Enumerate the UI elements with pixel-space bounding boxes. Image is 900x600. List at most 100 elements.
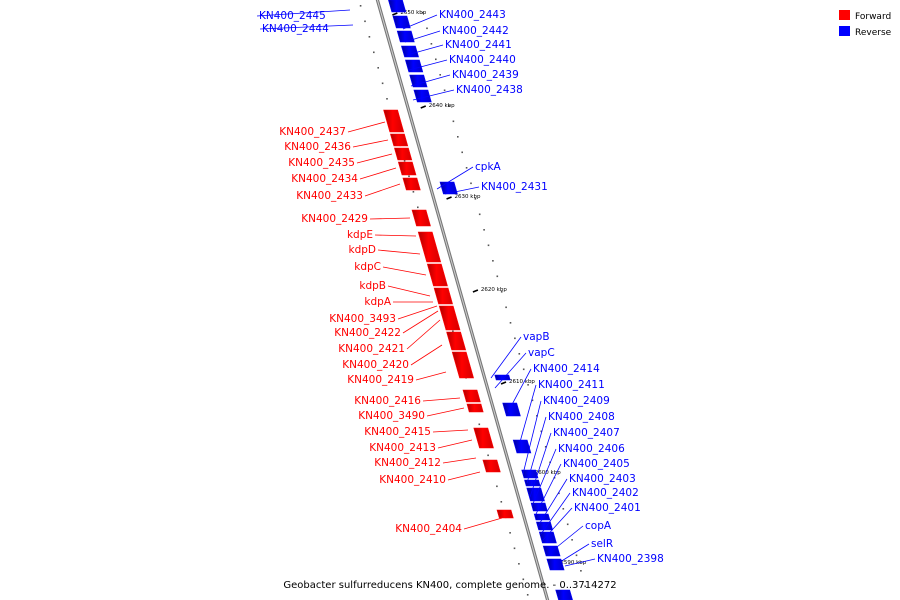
reverse-gene-box[interactable]	[526, 487, 545, 502]
reverse-gene-box[interactable]	[502, 402, 521, 417]
reverse-gene-box[interactable]	[512, 439, 532, 454]
gene-label-kn400-2412[interactable]: KN400_2412	[374, 457, 441, 469]
reverse-gene-box[interactable]	[388, 0, 407, 13]
gene-label-kn400-2409[interactable]: KN400_2409	[543, 395, 610, 407]
gene-label-kn400-2441[interactable]: KN400_2441	[445, 39, 512, 51]
reverse-gene-box[interactable]	[542, 545, 561, 557]
gene-label-kn400-2437[interactable]: KN400_2437	[279, 126, 346, 138]
reverse-gene-box[interactable]	[524, 479, 541, 487]
gene-label-kn400-2444[interactable]: KN400_2444	[262, 23, 329, 35]
gene-label-kn400-3493[interactable]: KN400_3493	[329, 313, 396, 325]
track-dot	[386, 98, 388, 100]
gene-label-kdpa[interactable]: kdpA	[364, 296, 391, 308]
scale-ticks: 2650 kbp 2640 kbp 2630 kbp 2620 kbp 2610 kbp…	[392, 10, 587, 566]
forward-gene-box[interactable]	[397, 161, 417, 176]
gene-label-kn400-2419[interactable]: KN400_2419	[347, 374, 414, 386]
gene-label-kdpc[interactable]: kdpC	[354, 261, 381, 273]
gene-label-kn400-2406[interactable]: KN400_2406	[558, 443, 625, 455]
forward-gene-box[interactable]	[451, 351, 474, 379]
gene-label-kn400-2420[interactable]: KN400_2420	[342, 359, 409, 371]
reverse-gene-box[interactable]	[401, 45, 419, 58]
gene-label-kn400-2408[interactable]: KN400_2408	[548, 411, 615, 423]
leader-line	[432, 429, 469, 433]
reverse-gene-box[interactable]	[396, 30, 415, 43]
gene-label-kn400-2438[interactable]: KN400_2438	[456, 84, 523, 96]
leader-line	[540, 492, 571, 535]
gene-label-kn400-2436[interactable]: KN400_2436	[284, 141, 351, 153]
gene-label-copa[interactable]: copA	[585, 520, 612, 532]
legend-forward-label: Forward	[855, 12, 891, 22]
forward-gene-box[interactable]	[426, 263, 448, 287]
gene-label-kn400-2442[interactable]: KN400_2442	[442, 25, 509, 37]
reverse-gene-box[interactable]	[439, 181, 458, 195]
gene-label-kn400-2402[interactable]: KN400_2402	[572, 487, 639, 499]
forward-gene-box[interactable]	[496, 509, 514, 519]
forward-gene-box[interactable]	[446, 331, 467, 351]
gene-label-kn400-2440[interactable]: KN400_2440	[449, 54, 516, 66]
reverse-gene-box[interactable]	[533, 513, 551, 521]
track-dot	[514, 337, 516, 340]
reverse-gene-box[interactable]	[555, 589, 573, 600]
track-dot	[403, 160, 406, 162]
gene-label-kn400-2414[interactable]: KN400_2414	[533, 363, 600, 375]
gene-label-cpka[interactable]: cpkA	[475, 161, 502, 173]
gene-label-kn400-2421[interactable]: KN400_2421	[338, 343, 405, 355]
forward-gene-box[interactable]	[411, 209, 431, 227]
gene-label-kn400-2403[interactable]: KN400_2403	[569, 473, 636, 485]
forward-gene-box[interactable]	[402, 177, 421, 191]
forward-gene-box[interactable]	[482, 459, 501, 473]
gene-label-kn400-2434[interactable]: KN400_2434	[291, 173, 358, 185]
leader-line	[408, 59, 448, 71]
track-dot	[457, 136, 459, 138]
gene-label-kn400-2398[interactable]: KN400_2398	[597, 553, 664, 565]
forward-gene-box[interactable]	[473, 427, 494, 449]
gene-label-kn400-2416[interactable]: KN400_2416	[354, 395, 421, 407]
gene-label-kdpd[interactable]: kdpD	[349, 244, 377, 256]
forward-gene-box[interactable]	[438, 305, 461, 331]
gene-label-kn400-2439[interactable]: KN400_2439	[452, 69, 519, 81]
gene-label-kn400-2431[interactable]: KN400_2431	[481, 181, 548, 193]
gene-label-kn400-2401[interactable]: KN400_2401	[574, 502, 641, 514]
forward-gene-box[interactable]	[383, 109, 405, 133]
forward-gene-box[interactable]	[462, 389, 481, 403]
forward-gene-box[interactable]	[394, 147, 413, 161]
reverse-gene-box[interactable]	[392, 15, 411, 29]
forward-gene-box[interactable]	[390, 133, 409, 147]
reverse-gene-box[interactable]	[546, 558, 565, 571]
forward-gene-box[interactable]	[433, 287, 453, 305]
forward-gene-box[interactable]	[417, 231, 442, 263]
track-dot	[408, 175, 410, 178]
reverse-gene-box[interactable]	[536, 521, 554, 531]
gene-label-kn400-2405[interactable]: KN400_2405	[563, 458, 630, 470]
forward-gene-box[interactable]	[466, 403, 484, 413]
gene-label-kn400-2435[interactable]: KN400_2435	[288, 157, 355, 169]
gene-label-kn400-2433[interactable]: KN400_2433	[296, 190, 363, 202]
gene-label-kn400-2404[interactable]: KN400_2404	[395, 523, 462, 535]
reverse-gene-box[interactable]	[409, 74, 428, 88]
gene-label-kn400-2443[interactable]: KN400_2443	[439, 9, 506, 21]
reverse-gene-box[interactable]	[494, 374, 511, 381]
track-dot	[483, 229, 485, 231]
gene-label-kdpb[interactable]: kdpB	[359, 280, 386, 292]
track-dot	[487, 244, 490, 247]
gene-label-kn400-2415[interactable]: KN400_2415	[364, 426, 431, 438]
gene-label-kn400-2413[interactable]: KN400_2413	[369, 442, 436, 454]
gene-label-kn400-2407[interactable]: KN400_2407	[553, 427, 620, 439]
gene-label-vapb[interactable]: vapB	[523, 331, 550, 343]
gene-label-kn400-2429[interactable]: KN400_2429	[301, 213, 368, 225]
gene-label-kn400-2411[interactable]: KN400_2411	[538, 379, 605, 391]
reverse-gene-box[interactable]	[405, 59, 424, 73]
gene-label-kn400-2410[interactable]: KN400_2410	[379, 474, 446, 486]
gene-label-selr[interactable]: selR	[591, 538, 613, 550]
tick-label: 2640 kbp	[429, 103, 455, 109]
gene-label-vapc[interactable]: vapC	[528, 347, 555, 359]
gene-label-kn400-2422[interactable]: KN400_2422	[334, 327, 401, 339]
gene-label-kn400-2445[interactable]: KN400_2445	[259, 10, 326, 22]
track-dot	[364, 20, 366, 23]
gene-label-kn400-3490[interactable]: KN400_3490	[358, 410, 425, 422]
leader-line	[410, 344, 443, 366]
reverse-gene-box[interactable]	[538, 531, 557, 544]
tick-label: 2610 kbp	[509, 379, 535, 385]
gene-label-kdpe[interactable]: kdpE	[347, 229, 373, 241]
